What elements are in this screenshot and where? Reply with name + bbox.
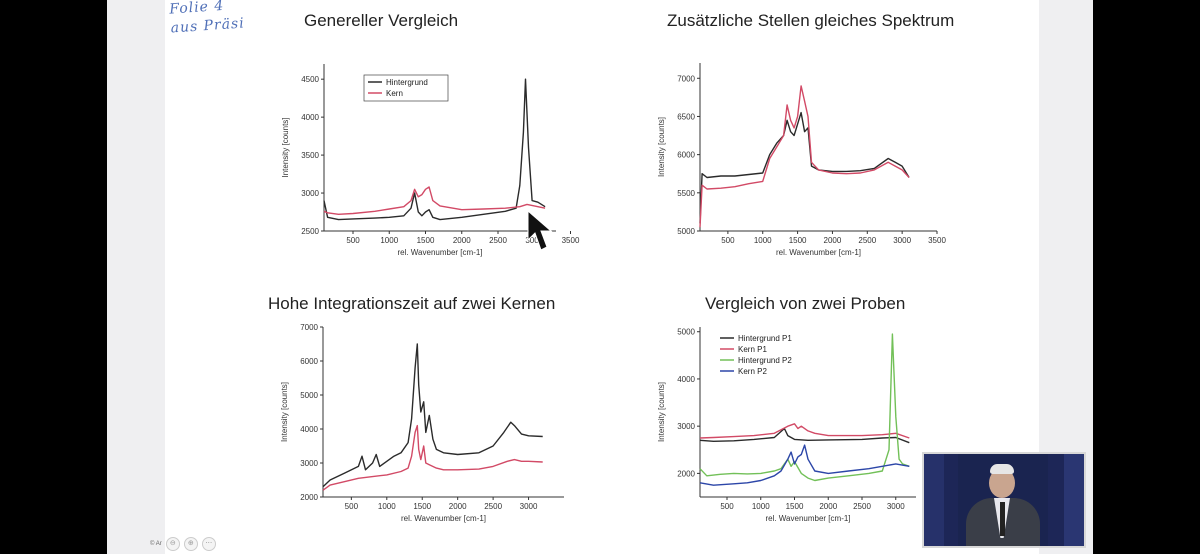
x-tick-label: 1500 xyxy=(789,236,807,245)
presentation-slide xyxy=(165,0,1039,554)
x-tick-label: 2500 xyxy=(484,502,502,511)
x-axis-label: rel. Wavenumber [cm-1] xyxy=(765,514,850,523)
y-axis-label: Intensity [counts] xyxy=(657,382,666,442)
y-tick-label: 7000 xyxy=(300,323,318,332)
x-tick-label: 1000 xyxy=(754,236,772,245)
y-tick-label: 2000 xyxy=(300,493,318,502)
curtain-left xyxy=(924,454,944,546)
y-tick-label: 2000 xyxy=(677,469,695,478)
x-tick-label: 3500 xyxy=(928,236,946,245)
x-tick-label: 2000 xyxy=(453,236,471,245)
series-line-2 xyxy=(322,424,543,491)
x-tick-label: 1000 xyxy=(380,236,398,245)
series-line-1 xyxy=(323,78,546,221)
x-tick-label: 500 xyxy=(721,236,735,245)
x-tick-label: 2000 xyxy=(819,502,837,511)
zoom-out-button[interactable]: ⊖ xyxy=(165,537,180,551)
series-line-2 xyxy=(699,423,910,439)
y-tick-label: 3500 xyxy=(301,151,319,160)
series-line-1 xyxy=(699,111,910,224)
series-line-2 xyxy=(699,85,910,228)
series-line-1 xyxy=(699,427,910,444)
more-options-button[interactable]: ⋯ xyxy=(201,537,216,551)
series-line-3 xyxy=(699,333,910,482)
y-tick-label: 4000 xyxy=(677,375,695,384)
chart-title-3: Hohe Integrationszeit auf zwei Kernen xyxy=(268,294,556,313)
presenter-hair xyxy=(990,464,1014,474)
legend-entry: Hintergrund P1 xyxy=(738,334,792,343)
y-tick-label: 3000 xyxy=(677,422,695,431)
x-tick-label: 1000 xyxy=(378,502,396,511)
y-tick-label: 7000 xyxy=(677,74,695,83)
y-tick-label: 5500 xyxy=(677,189,695,198)
series-line-2 xyxy=(323,186,546,216)
series-line-4 xyxy=(699,444,910,486)
series-line-1 xyxy=(322,343,543,488)
y-tick-label: 6500 xyxy=(677,112,695,121)
y-tick-label: 4500 xyxy=(301,75,319,84)
y-tick-label: 4000 xyxy=(300,425,318,434)
x-tick-label: 500 xyxy=(345,502,359,511)
screen-share-area xyxy=(107,0,1093,554)
y-axis-label: Intensity [counts] xyxy=(280,382,289,442)
x-axis-label: rel. Wavenumber [cm-1] xyxy=(401,514,486,523)
legend-box xyxy=(363,74,449,102)
presenter-tie xyxy=(1000,502,1005,536)
y-tick-label: 5000 xyxy=(300,391,318,400)
legend-entry: Kern P1 xyxy=(738,345,767,354)
x-tick-label: 1500 xyxy=(786,502,804,511)
legend-entry: Hintergrund xyxy=(386,78,428,87)
chart-title-2: Zusätzliche Stellen gleiches Spektrum xyxy=(667,11,955,30)
chart-title-1: Genereller Vergleich xyxy=(304,11,459,30)
x-tick-label: 2500 xyxy=(858,236,876,245)
y-tick-label: 3000 xyxy=(300,459,318,468)
presenter-video[interactable] xyxy=(922,452,1086,548)
chart-title-4: Vergleich von zwei Proben xyxy=(705,294,906,313)
x-axis-label: rel. Wavenumber [cm-1] xyxy=(397,248,482,257)
curtain-fold xyxy=(944,454,958,546)
y-axis-label: Intensity [counts] xyxy=(281,117,290,177)
x-tick-label: 2000 xyxy=(449,502,467,511)
y-tick-label: 3000 xyxy=(301,189,319,198)
curtain-fold xyxy=(1048,454,1064,546)
y-tick-label: 6000 xyxy=(300,357,318,366)
x-tick-label: 2000 xyxy=(824,236,842,245)
y-tick-label: 5000 xyxy=(677,328,695,337)
bottom-controls: © Ar ⊖ ⊕ ⋯ xyxy=(150,537,216,551)
y-tick-label: 4000 xyxy=(301,113,319,122)
x-tick-label: 1500 xyxy=(413,502,431,511)
x-tick-label: 2500 xyxy=(853,502,871,511)
x-tick-label: 3000 xyxy=(525,236,543,245)
x-tick-label: 2500 xyxy=(489,236,507,245)
y-axis-label: Intensity [counts] xyxy=(657,117,666,177)
curtain-right xyxy=(1064,454,1084,546)
y-tick-label: 5000 xyxy=(677,227,695,236)
x-tick-label: 3000 xyxy=(520,502,538,511)
x-axis-label: rel. Wavenumber [cm-1] xyxy=(776,248,861,257)
x-tick-label: 3500 xyxy=(562,236,580,245)
legend-entry: Hintergrund P2 xyxy=(738,356,792,365)
x-tick-label: 500 xyxy=(720,502,734,511)
legend-entry: Kern xyxy=(386,89,403,98)
x-tick-label: 1500 xyxy=(417,236,435,245)
y-tick-label: 2500 xyxy=(301,227,319,236)
x-tick-label: 3000 xyxy=(893,236,911,245)
x-tick-label: 500 xyxy=(346,236,360,245)
copyright-label: © Ar xyxy=(150,541,162,547)
legend-entry: Kern P2 xyxy=(738,367,767,376)
x-tick-label: 1000 xyxy=(752,502,770,511)
x-tick-label: 3000 xyxy=(887,502,905,511)
y-tick-label: 6000 xyxy=(677,151,695,160)
zoom-in-button[interactable]: ⊕ xyxy=(183,537,198,551)
